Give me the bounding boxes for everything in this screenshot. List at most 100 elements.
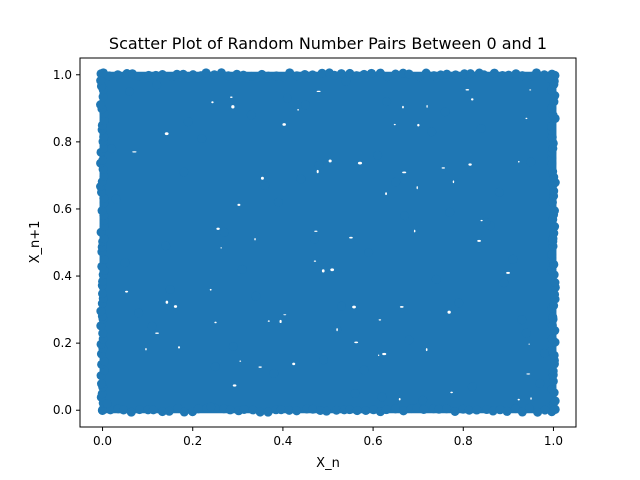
cloud-gap [321, 269, 325, 273]
x-tick-label: 0.0 [93, 434, 112, 448]
cloud-gap [398, 398, 401, 401]
data-point [544, 73, 554, 83]
y-axis-label: X_n+1 [28, 221, 43, 264]
edge-point [465, 69, 475, 79]
data-point [364, 248, 374, 258]
edge-point [99, 255, 109, 265]
data-point [152, 80, 162, 90]
data-point [526, 157, 536, 167]
cloud-gap [231, 105, 235, 109]
edge-point [398, 406, 408, 416]
edge-point [549, 186, 559, 196]
edge-point [352, 71, 362, 81]
data-point [147, 321, 157, 331]
cloud-gap [177, 346, 181, 349]
cloud-gap [528, 343, 530, 345]
edge-point [548, 110, 558, 120]
edge-point [98, 328, 108, 338]
edge-point [375, 68, 385, 78]
cloud-gap [529, 89, 532, 91]
cloud-gap [216, 227, 220, 230]
cloud-gap [279, 319, 282, 324]
edge-point [429, 71, 439, 81]
edge-point [550, 404, 560, 414]
cloud-gap [297, 109, 299, 111]
edge-point [391, 69, 401, 79]
cloud-gap [506, 271, 510, 274]
data-point [206, 402, 216, 412]
data-point [134, 308, 144, 318]
edge-point [119, 405, 129, 415]
edge-point [300, 69, 310, 79]
edge-point [248, 405, 258, 415]
edge-point [419, 404, 429, 414]
edge-point [495, 405, 505, 415]
cloud-gap [282, 123, 286, 126]
cloud-gap [254, 238, 256, 241]
data-point [107, 144, 117, 154]
edge-point [157, 70, 167, 80]
edge-point [547, 132, 557, 142]
edge-point [99, 356, 109, 366]
cloud-gap [426, 104, 428, 108]
edge-point [488, 406, 498, 416]
data-points [96, 68, 560, 417]
data-point [269, 368, 279, 378]
edge-point [239, 404, 249, 414]
plot-frame [79, 57, 577, 428]
cloud-gap [336, 328, 338, 332]
y-tick-label: 0.6 [53, 202, 72, 216]
edge-point [472, 405, 482, 415]
cloud-gap [230, 96, 233, 98]
data-point [427, 127, 437, 137]
edge-point [549, 228, 559, 238]
edge-point [98, 276, 108, 286]
cloud-gap [518, 160, 520, 163]
edge-point [489, 68, 499, 78]
cloud-gap [526, 373, 531, 375]
cloud-gap [393, 123, 396, 126]
edge-point [201, 68, 211, 78]
edge-point [479, 70, 489, 80]
edge-point [188, 70, 198, 80]
x-tick-label: 0.2 [183, 434, 202, 448]
edge-point [352, 406, 362, 416]
cloud-gap [209, 288, 212, 291]
edge-point [550, 396, 560, 406]
data-point [120, 258, 130, 268]
cloud-gap [164, 132, 169, 136]
edge-point [144, 70, 154, 80]
cloud-gap [382, 352, 387, 356]
cloud-gap [525, 117, 528, 120]
x-axis: 0.0 0.2 0.4 0.6 0.8 1.0 [93, 427, 563, 448]
edge-point [550, 289, 560, 299]
edge-point [540, 405, 550, 415]
edge-point [308, 404, 318, 414]
data-point [314, 160, 324, 170]
edge-point [292, 406, 302, 416]
edge-point [504, 70, 514, 80]
edge-point [533, 407, 543, 417]
data-point [517, 315, 527, 325]
edge-point [246, 71, 256, 81]
data-point [341, 76, 351, 86]
cloud-gap [237, 203, 241, 206]
edge-point [550, 278, 560, 288]
y-axis: 0.0 0.2 0.4 0.6 0.8 1.0 [53, 68, 80, 417]
cloud-gap [258, 366, 262, 368]
data-point [373, 150, 383, 160]
cloud-gap [155, 332, 159, 334]
data-point [282, 93, 292, 103]
edge-point [548, 312, 558, 322]
edge-point [548, 366, 558, 376]
cloud-gap [399, 305, 404, 308]
data-point [404, 335, 414, 345]
edge-point [345, 68, 355, 78]
data-point [165, 284, 175, 294]
data-point [179, 167, 189, 177]
data-point [237, 264, 247, 274]
edge-point [345, 405, 355, 415]
data-point [300, 100, 310, 110]
cloud-gap [468, 163, 472, 166]
edge-point [381, 405, 391, 415]
